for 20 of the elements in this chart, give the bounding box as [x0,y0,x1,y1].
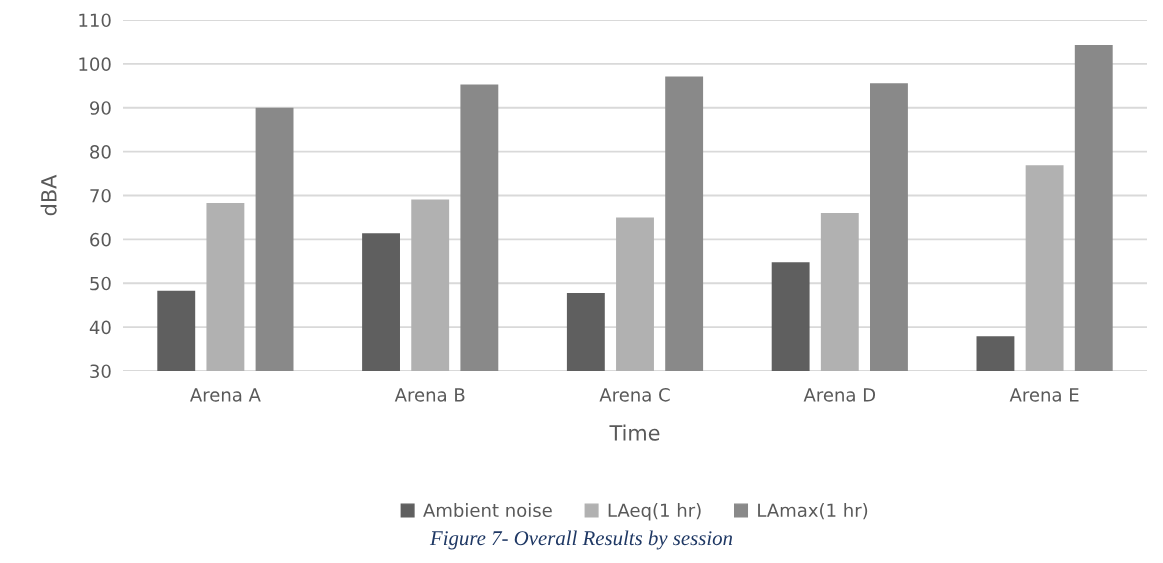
legend-label: Ambient noise [423,503,552,518]
x-tick-label: Arena D [803,388,876,402]
y-tick-label: 50 [90,276,111,291]
x-tick-label: Arena C [599,387,670,402]
y-tick-label: 40 [89,320,111,335]
y-tick-label: 90 [90,101,111,115]
y-tick-label: 110 [79,13,111,28]
legend-label: LAmax(1 hr) [758,503,868,520]
y-tick-label: 60 [90,232,111,247]
y-tick-label: 100 [79,57,111,71]
x-tick-label: Arena E [1009,388,1079,402]
y-tick-label: 70 [90,188,111,203]
y-axis-title: dBA [40,174,57,216]
y-tick-label: 30 [90,364,111,379]
legend-label: LAeq(1 hr) [608,503,701,521]
x-tick-label: Arena B [394,388,465,402]
x-axis-title: Time [609,424,660,441]
x-tick-label: Arena A [190,388,261,402]
caption: Figure 7- Overall Results by session [429,530,733,550]
y-tick-label: 80 [90,145,111,159]
